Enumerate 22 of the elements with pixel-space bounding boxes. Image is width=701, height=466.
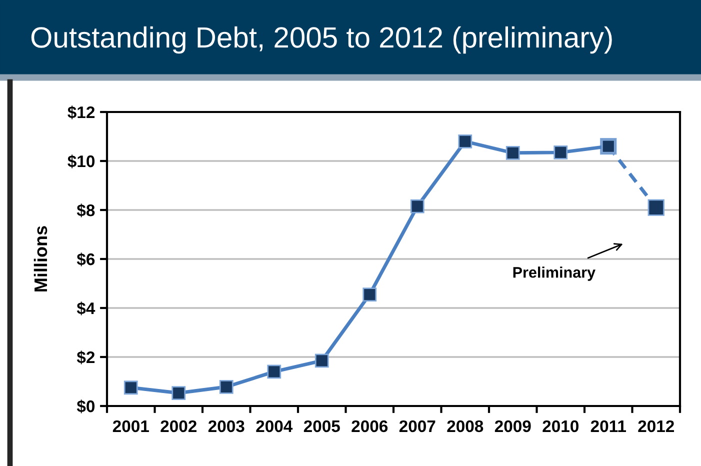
x-tick-label: 2004 xyxy=(256,420,293,432)
x-tick-label: 2006 xyxy=(352,420,388,432)
x-tick-label: 2003 xyxy=(208,420,244,432)
x-tick-label: 2005 xyxy=(304,420,340,432)
x-tick-label: 2010 xyxy=(542,420,578,432)
x-tick-label: 2008 xyxy=(447,420,484,432)
y-tick-label: $6 xyxy=(76,252,95,266)
y-tick-label: $12 xyxy=(68,106,95,120)
x-tick-label: 2007 xyxy=(399,420,436,432)
y-axis-title: Millions xyxy=(34,226,48,292)
x-tick-label: 2001 xyxy=(112,420,149,432)
x-tick-label: 2009 xyxy=(494,420,531,432)
annotation: Preliminary xyxy=(513,266,596,281)
x-tick-label: 2011 xyxy=(590,420,626,432)
y-tick-label: $8 xyxy=(76,204,95,218)
x-tick-label: 2012 xyxy=(638,420,674,432)
y-tick-label: $4 xyxy=(76,302,96,316)
y-tick-label: $2 xyxy=(76,350,95,364)
chart-title: Outstanding Debt, 2005 to 2012 (preliminary) xyxy=(31,26,612,54)
y-tick-label: $10 xyxy=(68,154,95,168)
y-tick-label: $0 xyxy=(76,400,95,414)
x-tick-label: 2002 xyxy=(160,420,196,432)
